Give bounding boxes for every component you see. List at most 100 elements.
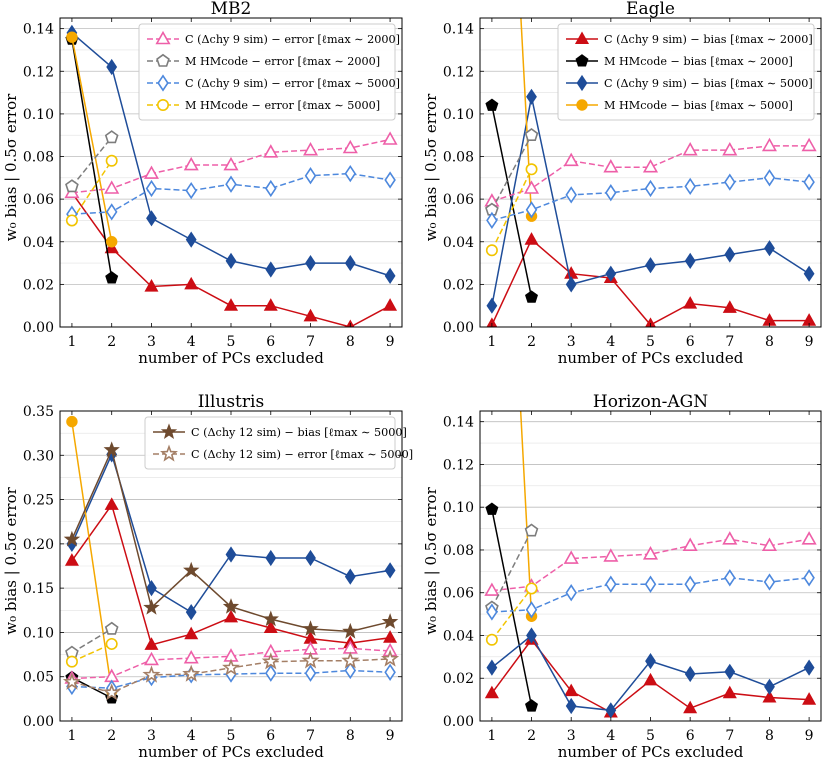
data-point-triangle [144,278,159,292]
series-line [71,628,113,654]
data-point-triangle [801,531,817,545]
data-point-diamond [344,661,357,680]
series-line [71,37,113,242]
x-tick-label: 9 [386,728,395,744]
series-line [71,503,391,646]
data-point-triangle [802,692,817,705]
series-c-12-sim-bias-5000 [63,441,399,639]
x-tick-label: 7 [306,334,315,350]
data-point-triangle [801,137,817,152]
data-point-star [222,658,240,676]
panel-title: Eagle [626,0,675,19]
data-point-triangle [563,550,579,564]
data-point-triangle [104,497,119,510]
panel-title: MB2 [211,0,252,19]
data-point-diamond [644,179,657,198]
series-line [71,39,113,279]
series-m-hmcode-error-5000 [485,582,538,646]
data-point-diamond [565,186,577,204]
panel-2: 0.00 0.02 0.04 0.06 0.08 0.10 0.12 0.14 1 2 3 4 5 6 7 8… [422,0,822,367]
x-tick-label: 4 [187,728,196,744]
data-point-triangle [383,630,398,643]
data-point-diamond [185,181,197,200]
data-point-triangle [143,651,159,666]
data-point-triangle [263,298,278,311]
x-tick-label: 9 [386,334,395,350]
data-point-triangle [144,637,159,650]
legend-marker-star [160,423,178,439]
data-point-diamond [384,171,396,189]
y-tick-label: 0.02 [443,671,474,687]
x-tick-label: 5 [227,728,236,744]
data-point-diamond [185,231,197,248]
series-m-hmcode-error-5000 [65,637,118,668]
y-tick-label: 0.06 [443,192,474,208]
series-line [71,160,113,221]
series-m-hmcode-error-2000 [65,130,119,193]
series-group [62,415,400,704]
data-point-diamond [684,665,696,683]
y-axis-label: w₀ bias | 0.5σ error [2,486,20,634]
series-m-hmcode-error-2000 [485,128,539,216]
data-point-circle [485,633,498,646]
y-tick-label: 0.14 [23,22,54,38]
x-tick-label: 8 [765,334,774,350]
y-tick-label: 0.04 [443,235,474,251]
data-point-diamond [763,169,776,187]
data-point-diamond [265,261,277,278]
y-tick-label: 0.10 [443,107,474,123]
data-point-triangle [263,620,278,633]
data-point-triangle [642,546,659,560]
data-point-triangle [563,152,579,167]
data-point-circle [65,214,78,227]
data-point-diamond [525,201,538,219]
data-point-triangle [303,308,318,322]
x-tick-label: 8 [765,728,774,744]
series-line [491,134,533,211]
data-point-diamond [344,164,357,183]
y-tick-label: 0.04 [23,235,54,251]
series-line [71,421,113,692]
y-tick-label: 0.08 [443,150,474,166]
data-point-diamond [384,562,396,579]
panel-1: 0.00 0.02 0.04 0.06 0.08 0.10 0.12 0.14 1 2 3 4 5 6 7 8… [2,0,403,367]
y-tick-label: 0.20 [23,537,54,553]
y-tick-label: 0.00 [23,320,54,336]
y-tick-label: 0.06 [23,192,54,208]
data-point-star [183,561,200,578]
data-point-triangle [683,296,698,309]
data-point-circle [105,236,118,248]
data-point-star [381,613,399,629]
data-point-diamond [803,173,815,191]
legend-marker-pentagon [156,53,170,67]
data-point-diamond [684,252,696,270]
y-tick-label: 0.14 [443,415,474,431]
x-tick-label: 7 [306,728,315,744]
data-point-diamond [305,549,316,567]
x-tick-label: 1 [67,728,76,744]
data-point-diamond [145,179,158,198]
x-axis-label: number of PCs excluded [138,743,324,761]
data-point-diamond [486,659,498,676]
data-point-triangle [762,689,777,703]
data-point-pentagon [524,128,539,141]
data-point-star [142,665,161,683]
data-point-triangle [183,156,199,171]
series-line [491,145,810,203]
data-point-triangle [564,683,579,697]
data-point-triangle [342,139,358,154]
y-tick-label: 0.06 [443,586,474,602]
data-point-diamond [526,88,537,105]
series-c-12-sim-error-5000 [62,649,400,701]
legend-box [138,23,396,121]
legend-label: M HMcode − bias [ℓmax ∼ 2000] [604,55,793,68]
data-point-diamond [225,252,237,270]
data-point-diamond [225,546,237,563]
data-point-diamond [486,603,498,621]
x-tick-label: 4 [187,334,196,350]
series-line [71,136,113,187]
data-point-diamond [106,58,118,76]
series-m-hmcode-bias-5000 [66,31,118,248]
data-point-circle [65,655,78,668]
x-tick-label: 6 [266,334,275,350]
